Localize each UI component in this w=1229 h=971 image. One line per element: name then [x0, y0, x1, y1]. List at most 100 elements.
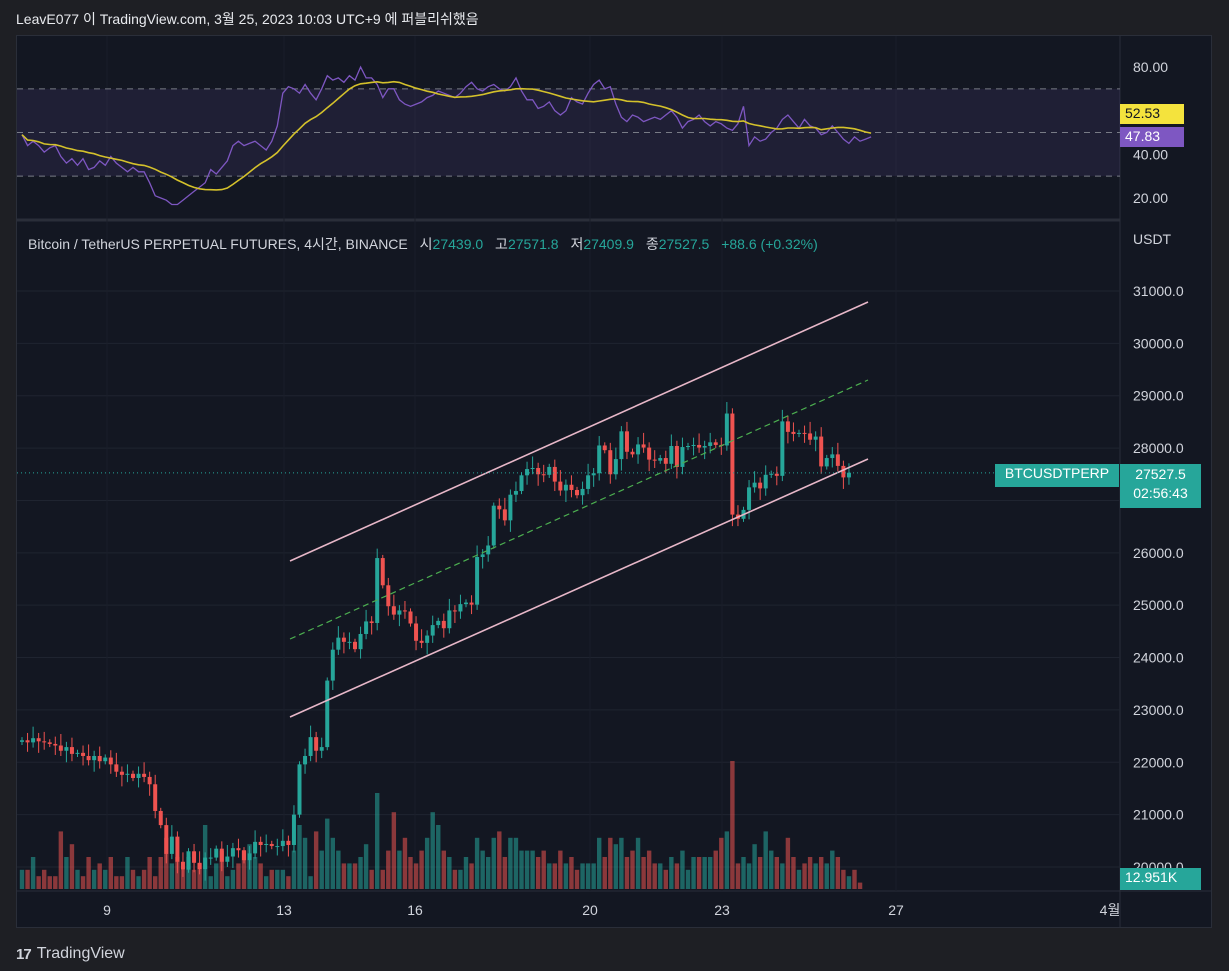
candle-body [81, 752, 86, 756]
volume-bar [585, 863, 591, 889]
volume-bar [702, 857, 707, 889]
volume-bar [569, 857, 574, 889]
candle-body [219, 848, 224, 862]
volume-bar [391, 812, 397, 889]
tradingview-logo-icon[interactable]: 17 [16, 945, 32, 963]
volume-bar [69, 844, 75, 889]
volume-bar [80, 876, 86, 889]
volume-bar [19, 869, 25, 889]
candle-body [691, 444, 696, 446]
volume-bar [375, 793, 380, 889]
candle-body [92, 755, 97, 761]
footer-brand[interactable]: TradingView [36, 945, 125, 962]
volume-bar [447, 857, 452, 889]
volume-bar [208, 876, 213, 889]
candle-body [375, 558, 380, 623]
volume-bar [180, 869, 186, 889]
volume-bar [785, 837, 791, 889]
candle-body [530, 467, 535, 470]
candle-body [108, 757, 113, 765]
rsi-ma-badge: 52.53 [1120, 104, 1184, 124]
volume-bar [696, 857, 702, 889]
volume-bar [330, 837, 335, 889]
volume-bar [669, 857, 674, 889]
volume-bar [491, 837, 496, 889]
price-tick-label: 25000.0 [1133, 597, 1184, 613]
candle-body [147, 776, 152, 785]
candle-body [258, 841, 263, 846]
candle-body [563, 484, 568, 491]
open-label: 시 [419, 236, 433, 252]
candle-body [330, 649, 335, 681]
time-tick-label: 4월 [1100, 902, 1121, 918]
candle-body [197, 862, 202, 870]
volume-bar [802, 863, 807, 889]
volume-bar [813, 863, 818, 889]
volume-bar [574, 869, 580, 889]
volume-bar [313, 831, 319, 889]
candle-body [552, 466, 557, 482]
candle-body [508, 494, 513, 521]
volume-bar [308, 876, 313, 889]
volume-bar [791, 857, 796, 889]
candle-body [297, 764, 302, 815]
volume-bar [452, 869, 458, 889]
volume-bar [358, 857, 363, 889]
candle-body [142, 773, 147, 777]
volume-bar [130, 869, 136, 889]
volume-bar [164, 837, 169, 889]
volume-bar [91, 869, 97, 889]
candle-body [586, 475, 591, 489]
candle-body [658, 458, 663, 461]
volume-bar [646, 850, 652, 889]
volume-bar [674, 863, 680, 889]
time-tick-label: 23 [714, 902, 730, 918]
candle-body [686, 445, 690, 448]
symbol-tag: BTCUSDTPERP [995, 464, 1119, 487]
volume-bar [158, 857, 163, 889]
volume-bar [530, 850, 535, 889]
candle-body [136, 773, 141, 778]
volume-bar [658, 863, 663, 889]
volume-bar [53, 876, 58, 889]
candle-body [131, 773, 135, 778]
candle-body [774, 473, 779, 476]
volume-bar [42, 869, 47, 889]
volume-bar [852, 869, 857, 889]
volume-bar [846, 876, 852, 889]
candle-body [724, 413, 729, 446]
volume-bar [47, 876, 52, 889]
volume-bar [497, 831, 502, 889]
volume-bar [108, 857, 113, 889]
volume-bar [97, 863, 102, 889]
rsi-tick-label: 40.00 [1133, 146, 1168, 162]
volume-bar [613, 844, 619, 889]
price-tick-label: 22000.0 [1133, 754, 1184, 770]
volume-bar [197, 863, 202, 889]
publish-header: LeavE077 이 TradingView.com, 3월 25, 2023 … [16, 11, 479, 27]
candle-body [47, 742, 52, 744]
symbol-title[interactable]: Bitcoin / TetherUS PERPETUAL FUTURES, 4시… [28, 236, 408, 252]
rsi-line [21, 65, 872, 206]
price-tick-label: 26000.0 [1133, 545, 1184, 561]
candle-body [175, 836, 180, 862]
candle-body [97, 755, 102, 762]
candle-body [769, 473, 774, 475]
candle-body [369, 621, 374, 623]
channel-mid-line [289, 379, 869, 640]
candle-body [652, 459, 657, 461]
candle-body [347, 641, 352, 643]
volume-bar [236, 863, 241, 889]
volume-bar [580, 863, 585, 889]
volume-bar [685, 869, 691, 889]
volume-bar [502, 857, 508, 889]
candle-body [192, 851, 197, 863]
time-tick-label: 20 [582, 902, 598, 918]
candle-body [763, 474, 768, 489]
volume-bar [513, 837, 519, 889]
candle-body [397, 610, 402, 615]
rsi-ma-line [21, 80, 872, 191]
time-tick-label: 13 [276, 902, 292, 918]
volume-bar [735, 863, 741, 889]
